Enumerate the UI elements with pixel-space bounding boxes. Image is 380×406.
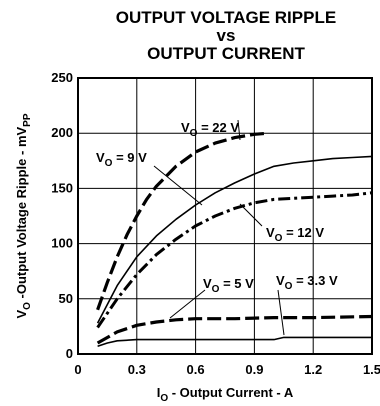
y-tick-label: 50 (59, 291, 73, 306)
x-tick-labels: 0 0.3 0.6 0.9 1.2 1.5 (74, 362, 380, 377)
series-label: VO = 9 V (96, 150, 147, 169)
title-line: OUTPUT VOLTAGE RIPPLE (116, 8, 336, 27)
title-line: vs (217, 26, 236, 45)
y-tick-label: 0 (66, 346, 73, 361)
y-tick-label: 100 (51, 236, 73, 251)
series-line-4 (97, 336, 372, 348)
axis-labels: IO - Output Current - A VO -Output Voltag… (14, 113, 294, 404)
series-labels: VO = 22 V VO = 9 V VO = 12 V VO = 5 V VO = 3… (96, 119, 338, 336)
x-tick-label: 0.6 (187, 362, 205, 377)
y-tick-label: 150 (51, 180, 73, 195)
series-line-3 (96, 314, 373, 345)
x-tick-label: 0 (74, 362, 81, 377)
x-axis-label: IO - Output Current - A (157, 385, 294, 404)
x-tick-label: 0.3 (128, 362, 146, 377)
series-label-leader (239, 203, 263, 227)
plot-frame (77, 77, 373, 355)
y-tick-label: 250 (51, 70, 73, 85)
series-label-leader (169, 289, 206, 319)
x-tick-label: 1.5 (363, 362, 380, 377)
y-tick-labels: 0 50 100 150 200 250 (51, 70, 73, 361)
series-label-leader (237, 119, 241, 141)
series-line-1 (96, 155, 373, 324)
series-line-2 (96, 191, 373, 329)
series-lines (96, 131, 373, 348)
y-tick-label: 200 (51, 125, 73, 140)
series-label: VO = 22 V (181, 120, 239, 139)
series-label: VO = 3.3 V (276, 273, 338, 292)
grid (78, 78, 372, 354)
x-tick-label: 1.2 (304, 362, 322, 377)
series-label: VO = 12 V (266, 225, 324, 244)
series-label: VO = 5 V (203, 276, 254, 295)
series-label-leader (277, 289, 285, 336)
y-axis-label: VO -Output Voltage Ripple - mVPP (14, 113, 33, 318)
series-line-0 (96, 131, 269, 311)
series-label-leader (153, 165, 203, 206)
title-line: OUTPUT CURRENT (147, 44, 305, 63)
x-tick-label: 0.9 (245, 362, 263, 377)
